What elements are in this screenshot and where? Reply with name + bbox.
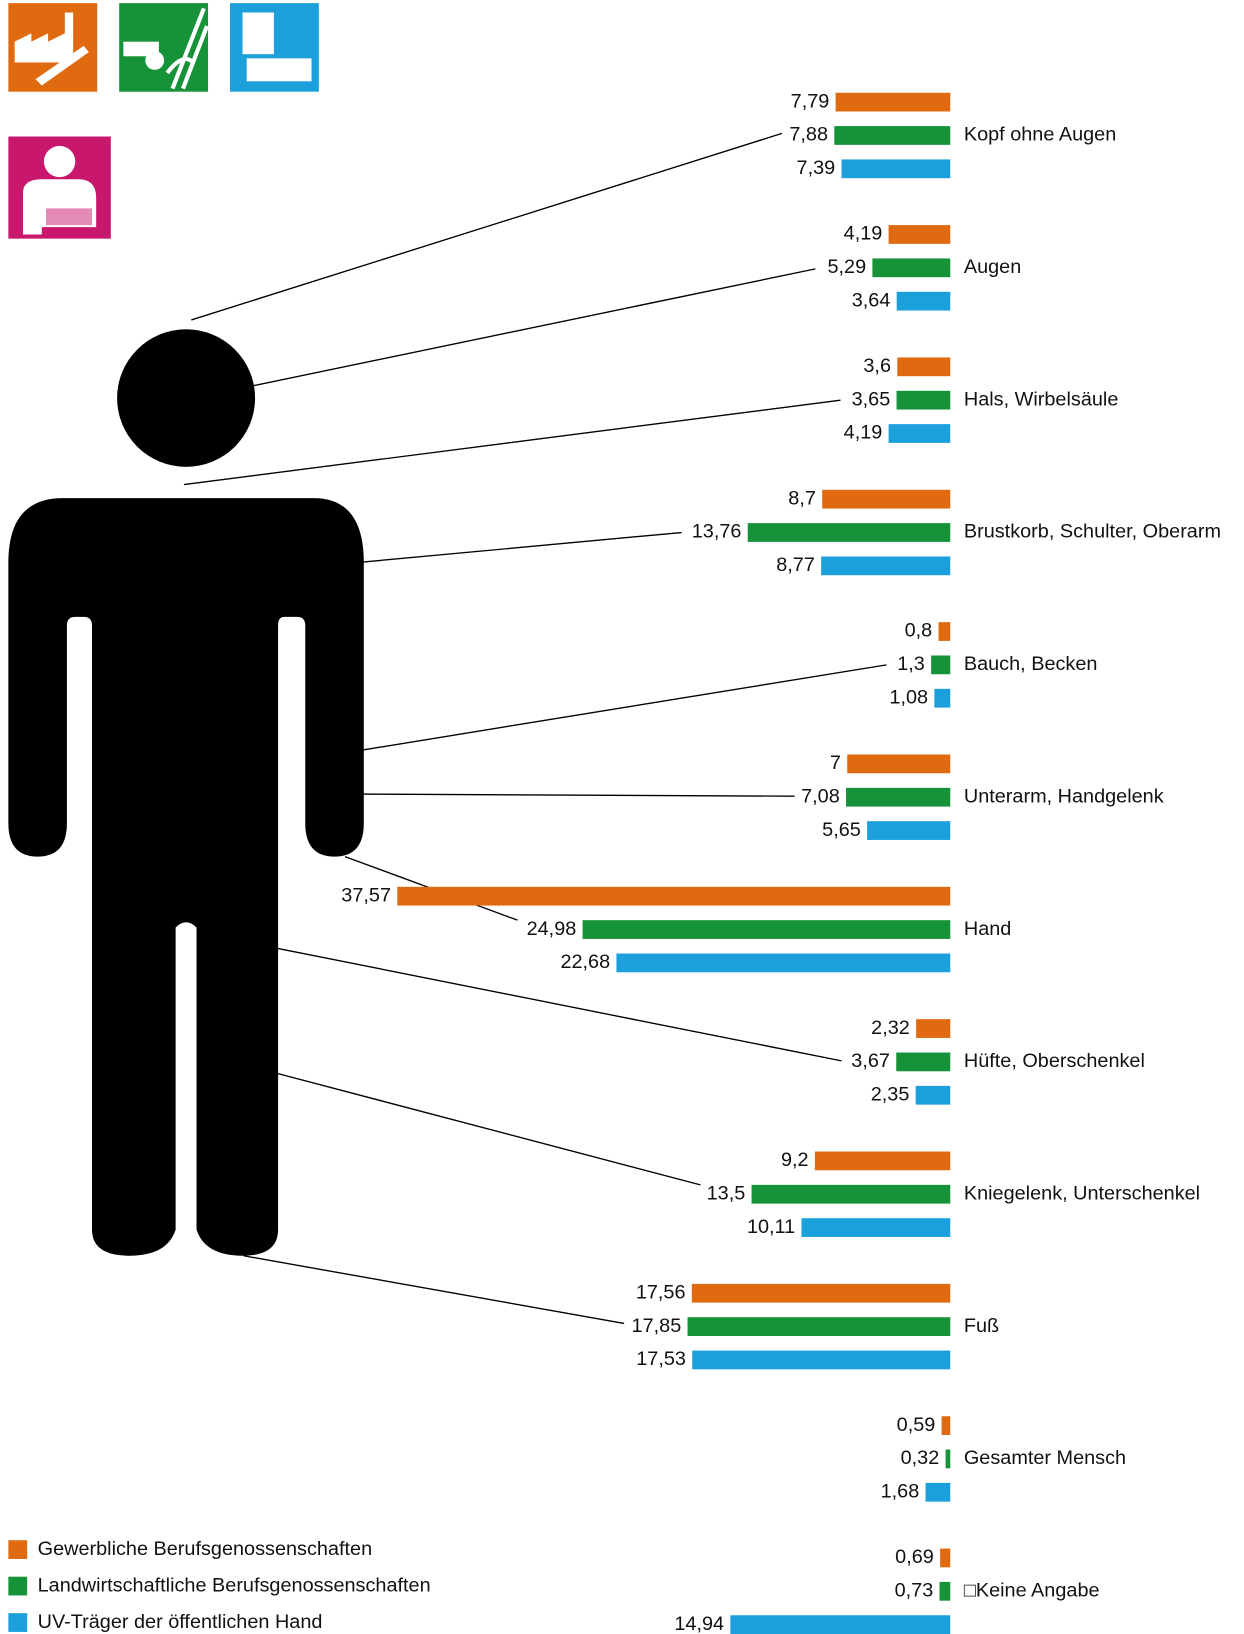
value-label: 1,3 — [897, 653, 925, 675]
bar — [938, 622, 950, 641]
value-label: 7,08 — [801, 785, 840, 807]
value-label: 0,8 — [905, 620, 933, 642]
value-label: 3,67 — [851, 1050, 890, 1072]
value-label: 37,57 — [341, 884, 391, 906]
bar — [821, 556, 950, 575]
value-label: 17,85 — [632, 1315, 682, 1337]
value-label: 5,29 — [827, 256, 866, 278]
bar — [815, 1152, 950, 1171]
value-label: 8,7 — [788, 487, 816, 509]
value-label: 13,5 — [707, 1182, 746, 1204]
bar — [822, 490, 950, 509]
bar — [940, 1549, 950, 1568]
bar — [867, 821, 950, 840]
category-label: Unterarm, Handgelenk — [964, 785, 1164, 807]
bar — [692, 1284, 950, 1303]
bar — [801, 1218, 950, 1237]
value-label: 2,35 — [871, 1084, 910, 1106]
value-label: 24,98 — [527, 918, 577, 940]
value-label: 13,76 — [692, 521, 742, 543]
bar — [916, 1019, 950, 1038]
legend-swatch — [8, 1613, 27, 1632]
value-label: 0,32 — [901, 1447, 940, 1469]
bar — [896, 1053, 950, 1072]
bar — [847, 754, 950, 773]
category-label: Gesamter Mensch — [964, 1447, 1126, 1469]
bar — [897, 391, 951, 410]
bar — [397, 887, 950, 906]
bar — [934, 689, 950, 708]
bar — [940, 1582, 951, 1601]
bar — [692, 1351, 950, 1370]
icons — [8, 3, 318, 239]
bar — [748, 523, 951, 542]
value-label: 22,68 — [560, 951, 610, 973]
bar — [834, 126, 950, 145]
chart: Kopf ohne Augen 7,79 7,88 7,39 Augen 4,19 5,29… — [0, 0, 1244, 1634]
value-label: 3,64 — [852, 289, 891, 311]
legend-label: UV-Träger der öffentlichen Hand — [38, 1611, 323, 1633]
legend-label: Gewerbliche Berufsgenossenschaften — [38, 1538, 373, 1560]
bar — [836, 93, 951, 112]
value-label: 4,19 — [844, 422, 883, 444]
value-label: 17,53 — [636, 1348, 686, 1370]
value-label: 2,32 — [871, 1017, 910, 1039]
bar — [942, 1416, 951, 1435]
value-label: 9,2 — [781, 1149, 809, 1171]
value-label: 7,39 — [797, 157, 836, 179]
bar — [931, 655, 950, 674]
value-label: 5,65 — [822, 819, 861, 841]
bar — [872, 258, 950, 277]
category-label: Kopf ohne Augen — [964, 124, 1116, 146]
bar — [946, 1450, 951, 1469]
value-label: 3,6 — [863, 355, 891, 377]
bar — [846, 788, 950, 807]
leader-lines — [184, 133, 887, 1323]
legend-label: Landwirtschaftliche Berufsgenossenschaft… — [38, 1574, 431, 1596]
value-label: 7,79 — [791, 90, 830, 112]
category-label: Augen — [964, 256, 1021, 278]
value-label: 0,73 — [895, 1580, 934, 1602]
value-label: 8,77 — [776, 554, 815, 576]
value-label: 14,94 — [674, 1613, 724, 1634]
category-label: Brustkorb, Schulter, Oberarm — [964, 521, 1221, 543]
category-label: Hand — [964, 918, 1011, 940]
bar — [841, 159, 950, 178]
category-label: Fuß — [964, 1315, 999, 1337]
category-label: Hüfte, Oberschenkel — [964, 1050, 1145, 1072]
value-label: 7,88 — [789, 124, 828, 146]
value-label: 10,11 — [747, 1216, 795, 1238]
value-label: 1,08 — [889, 686, 928, 708]
value-label: 1,68 — [881, 1481, 920, 1503]
bar — [889, 424, 951, 443]
value-label: 0,69 — [895, 1546, 934, 1568]
bar — [889, 225, 951, 244]
bar — [730, 1615, 950, 1634]
bar — [926, 1483, 951, 1502]
bar — [916, 1086, 951, 1105]
value-label: 4,19 — [844, 223, 883, 245]
legend-swatch — [8, 1577, 27, 1596]
category-label: □Keine Angabe — [964, 1580, 1100, 1602]
bar — [688, 1317, 951, 1336]
bar — [897, 357, 950, 376]
category-label: Bauch, Becken — [964, 653, 1098, 675]
category-label: Hals, Wirbelsäule — [964, 388, 1119, 410]
bar — [752, 1185, 951, 1204]
value-label: 7 — [830, 752, 841, 774]
value-label: 3,65 — [852, 388, 891, 410]
value-label: 0,59 — [897, 1414, 936, 1436]
legend-swatch — [8, 1540, 27, 1559]
bar — [583, 920, 951, 939]
bar — [616, 954, 950, 973]
bar — [897, 292, 951, 311]
value-label: 17,56 — [636, 1281, 686, 1303]
category-label: Kniegelenk, Unterschenkel — [964, 1182, 1200, 1204]
